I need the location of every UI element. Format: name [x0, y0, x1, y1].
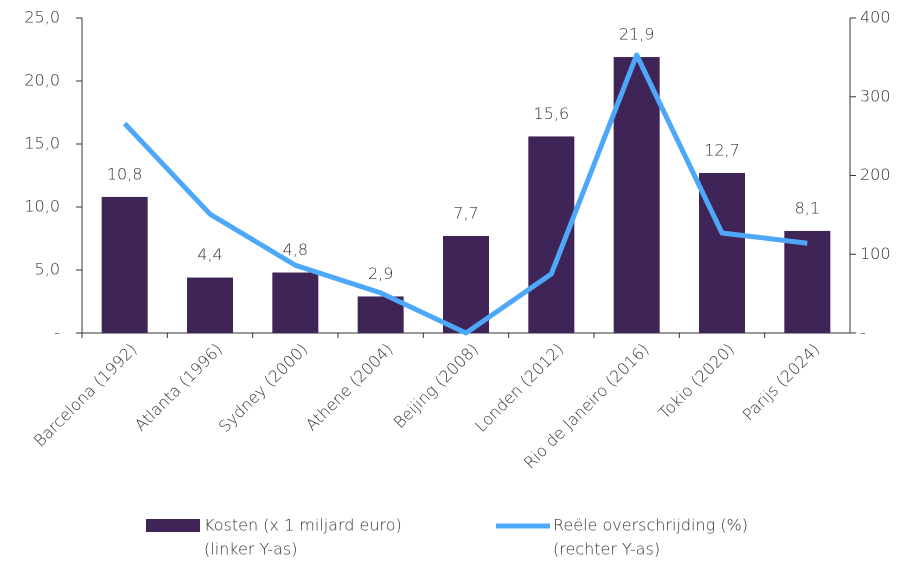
x-tick-label: Barcelona (1992)	[30, 340, 141, 451]
data-label: 10,8	[107, 164, 143, 183]
legend-label: Reële overschrijding (%)	[553, 516, 748, 535]
x-tick-label: Parijs (2024)	[739, 340, 824, 425]
y2-tick-label: 400	[860, 8, 891, 27]
data-label: 21,9	[619, 25, 655, 44]
y-tick-label: -	[54, 323, 60, 342]
x-tick-label: Beijing (2008)	[390, 340, 482, 432]
y-tick-label: 15,0	[24, 134, 60, 153]
legend-note: (rechter Y-as)	[553, 540, 660, 559]
data-label: 12,7	[704, 140, 740, 159]
data-label: 4,8	[283, 240, 308, 259]
x-tick-label: Tokio (2020)	[655, 340, 738, 423]
bar	[784, 230, 831, 333]
y2-tick-label: 300	[860, 86, 891, 105]
legend-note: (linker Y-as)	[204, 540, 298, 559]
data-label: 4,4	[197, 245, 222, 264]
data-label: 2,9	[368, 264, 393, 283]
bar	[443, 235, 489, 333]
x-tick-label: Athene (2004)	[302, 340, 397, 435]
bar	[187, 277, 233, 333]
data-label: 7,7	[453, 203, 478, 222]
line	[122, 52, 808, 336]
y2-tick-label: 100	[860, 244, 891, 263]
y-tick-label: 25,0	[24, 8, 60, 27]
y-tick-label: 5,0	[35, 260, 60, 279]
y2-tick-label: 200	[860, 165, 891, 184]
data-label: 8,1	[795, 198, 820, 217]
legend-label: Kosten (x 1 miljard euro)	[204, 516, 402, 535]
y2-tick-label: -	[860, 323, 866, 342]
legend-swatch	[146, 519, 200, 532]
x-tick-label: Londen (2012)	[471, 340, 567, 436]
bar	[613, 57, 660, 334]
y-tick-label: 20,0	[24, 71, 60, 90]
x-tick-label: Sydney (2000)	[215, 340, 312, 437]
x-tick-label: Atlanta (1996)	[131, 340, 226, 435]
y-tick-label: 10,0	[24, 197, 60, 216]
bar	[101, 196, 148, 333]
data-label: 15,6	[534, 104, 570, 123]
bar	[272, 272, 319, 333]
